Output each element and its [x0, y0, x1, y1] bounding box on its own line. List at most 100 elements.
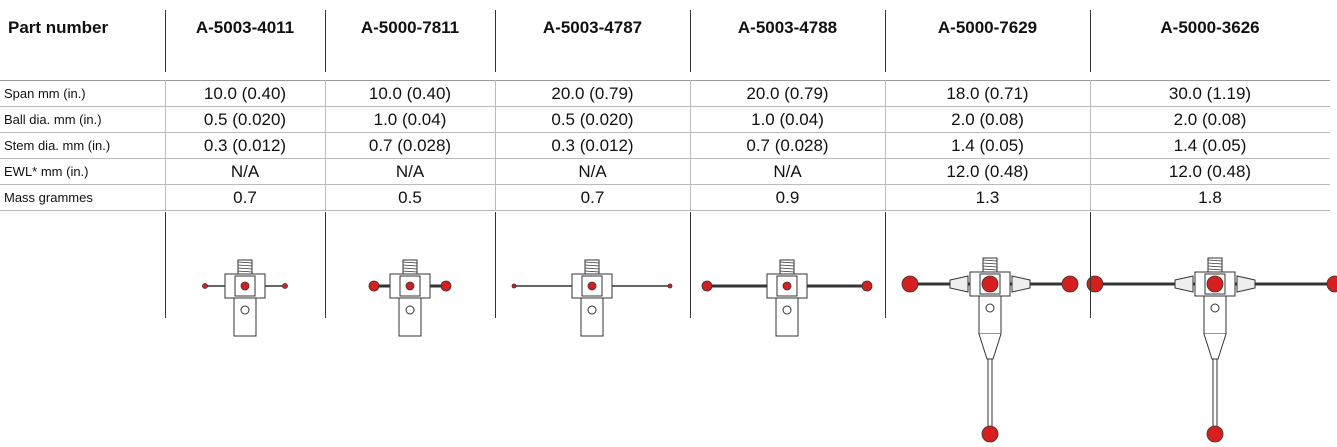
probe-part — [987, 358, 993, 428]
probe-part — [779, 261, 795, 264]
column-rule — [1090, 106, 1091, 132]
row-label: Mass grammes — [4, 190, 93, 205]
probe-part — [405, 305, 415, 315]
probe-part — [949, 275, 1031, 293]
probe-part — [1061, 275, 1079, 293]
probe-part — [985, 303, 995, 313]
value-cell: 10.0 (0.40) — [368, 83, 452, 103]
row-label: Stem dia. mm (in.) — [4, 138, 111, 153]
probe-part — [1212, 358, 1218, 428]
value-cell: 20.0 (0.79) — [746, 83, 829, 103]
value-cell: 30.0 (1.19) — [1168, 83, 1252, 103]
column-rule — [325, 212, 326, 318]
value-cell: N/A — [395, 161, 425, 181]
value-cell: 0.7 (0.028) — [746, 135, 829, 155]
probe-part — [775, 297, 799, 337]
probe-part — [233, 297, 257, 337]
probe-part — [584, 270, 600, 273]
probe-part — [782, 305, 792, 315]
value-cell: 0.3 (0.012) — [203, 135, 287, 155]
value-cell: 0.7 — [580, 187, 605, 207]
probe-part — [402, 270, 418, 273]
probe-part — [701, 280, 713, 292]
probe-part — [978, 333, 1002, 360]
header-cell: Part number — [8, 18, 109, 37]
probe-part — [1207, 265, 1223, 268]
probe-part — [1086, 275, 1104, 293]
probe-part — [440, 280, 452, 292]
probe-part — [1210, 303, 1220, 313]
probe-part — [1326, 275, 1337, 293]
probe-part — [511, 283, 517, 289]
probe-part — [580, 297, 604, 337]
column-rule — [325, 158, 326, 184]
column-rule — [495, 106, 496, 132]
column-rule — [1090, 80, 1091, 106]
probe-part — [1207, 259, 1223, 262]
header-cell: A-5003-4787 — [542, 18, 643, 37]
column-rule — [165, 80, 166, 106]
value-cell: 1.0 (0.04) — [751, 109, 824, 129]
column-rule — [690, 10, 691, 72]
column-rule — [885, 132, 886, 158]
column-rule — [165, 212, 166, 318]
probe-part — [405, 281, 415, 291]
value-cell: N/A — [578, 161, 607, 181]
probe-part — [587, 305, 597, 315]
column-rule — [885, 184, 886, 210]
probe-part — [1174, 275, 1256, 293]
header-cell: A-5003-4788 — [737, 18, 838, 37]
row-rule — [0, 210, 1330, 211]
row-rule — [0, 158, 1330, 159]
row-rule — [0, 106, 1330, 107]
column-rule — [885, 158, 886, 184]
column-rule — [885, 10, 886, 72]
row-rule — [0, 132, 1330, 133]
column-rule — [165, 184, 166, 210]
header-cell: A-5000-7629 — [937, 18, 1038, 37]
value-cell: 1.3 — [975, 187, 1000, 207]
header-cell: A-5000-3626 — [1160, 18, 1260, 37]
probe-part — [779, 267, 795, 270]
value-cell: 2.0 (0.08) — [951, 109, 1024, 129]
header-cell: A-5003-4011 — [195, 18, 295, 37]
probe-part — [779, 264, 795, 267]
probe-part — [237, 270, 253, 273]
row-label: Ball dia. mm (in.) — [4, 112, 102, 127]
probe-part — [981, 425, 999, 443]
column-rule — [495, 158, 496, 184]
column-rule — [495, 132, 496, 158]
column-rule — [1090, 132, 1091, 158]
probe-part — [982, 259, 998, 262]
probe-part — [1203, 295, 1227, 335]
column-rule — [325, 184, 326, 210]
column-rule — [1090, 10, 1091, 72]
value-cell: 12.0 (0.48) — [946, 161, 1029, 181]
column-rule — [325, 106, 326, 132]
probe-part — [587, 281, 597, 291]
probe-part — [1206, 275, 1224, 293]
column-rule — [325, 132, 326, 158]
column-rule — [165, 106, 166, 132]
value-cell: 0.5 (0.020) — [551, 109, 634, 129]
probe-part — [1206, 425, 1224, 443]
value-cell: 0.3 (0.012) — [551, 135, 634, 155]
probe-part — [978, 295, 1002, 335]
probe-part — [402, 261, 418, 264]
probe-part — [584, 264, 600, 267]
probe-part — [982, 262, 998, 265]
column-rule — [885, 106, 886, 132]
column-rule — [690, 80, 691, 106]
probe-part — [202, 283, 208, 289]
column-rule — [690, 184, 691, 210]
probe-part — [237, 261, 253, 264]
value-cell: N/A — [773, 161, 802, 181]
probe-part — [402, 267, 418, 270]
column-rule — [1090, 184, 1091, 210]
value-cell: 0.7 — [233, 187, 257, 207]
probe-part — [1207, 268, 1223, 271]
column-rule — [690, 132, 691, 158]
value-cell: 0.7 (0.028) — [368, 135, 452, 155]
